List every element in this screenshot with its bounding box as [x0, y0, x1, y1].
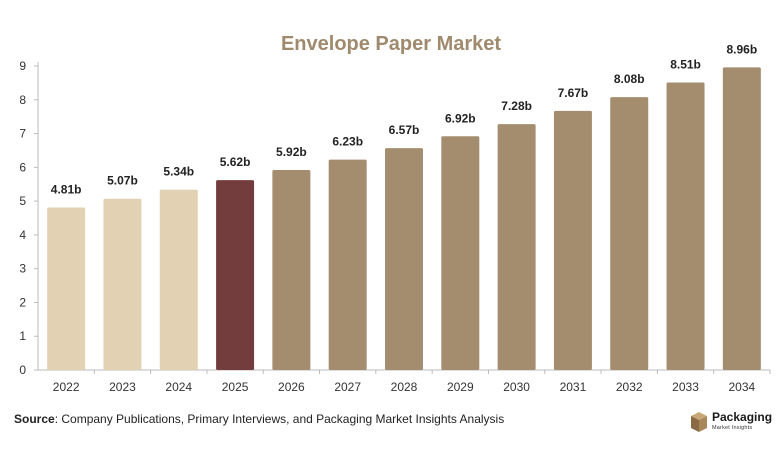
y-tick-label: 8 [19, 93, 26, 107]
source-label: Source [14, 412, 55, 426]
x-tick-label-2024: 2024 [165, 380, 192, 394]
data-label-2029: 6.92b [445, 111, 476, 125]
x-tick-label-2031: 2031 [560, 380, 587, 394]
data-label-2034: 8.96b [727, 42, 758, 56]
bar-2024 [159, 189, 198, 370]
x-tick-label-2023: 2023 [109, 380, 136, 394]
data-label-2031: 7.67b [558, 86, 589, 100]
y-tick-label: 3 [19, 262, 26, 276]
data-label-2024: 5.34b [163, 165, 194, 179]
y-tick-label: 2 [19, 295, 26, 309]
x-tick-label-2028: 2028 [391, 380, 418, 394]
y-tick-label: 6 [19, 160, 26, 174]
y-tick-label: 0 [19, 363, 26, 377]
data-labels: 4.81b 5.07b 5.34b 5.62b 5.92b 6.23b 6.57b 6.92b… [51, 42, 757, 196]
bar-2031 [553, 110, 592, 371]
x-tick-label-2026: 2026 [278, 380, 305, 394]
bar-2033 [666, 82, 705, 370]
bar-2026 [272, 170, 311, 370]
x-axis-ticks: 2022 2023 2024 2025 2026 2027 2028 2029 2030 2031… [53, 370, 771, 394]
bar-series [47, 67, 761, 371]
data-label-2023: 5.07b [107, 174, 138, 188]
source-note: Source: Company Publications, Primary In… [14, 412, 504, 426]
bar-2027 [328, 159, 367, 370]
y-axis-ticks: 0 1 2 3 4 5 6 7 8 9 [19, 59, 38, 377]
x-tick-label-2033: 2033 [672, 380, 699, 394]
y-tick-label: 4 [19, 228, 26, 242]
bar-2023 [103, 198, 142, 370]
package-cube-icon [691, 412, 707, 432]
x-tick-label-2025: 2025 [222, 380, 249, 394]
x-tick-label-2034: 2034 [728, 380, 755, 394]
bar-2029 [441, 136, 480, 370]
bar-2034 [722, 67, 761, 371]
data-label-2027: 6.23b [332, 135, 363, 149]
x-tick-label-2032: 2032 [616, 380, 643, 394]
data-label-2030: 7.28b [501, 99, 532, 113]
y-tick-label: 1 [19, 329, 26, 343]
bar-chart: 4.81b 5.07b 5.34b 5.62b 5.92b 6.23b 6.57b 6.92b… [19, 42, 771, 394]
data-label-2026: 5.92b [276, 145, 307, 159]
company-logo: Packaging Market Insights [690, 408, 773, 438]
logo-brand: Packaging [712, 410, 773, 424]
bar-2022 [47, 207, 86, 370]
logo-tagline: Market Insights [712, 425, 753, 431]
data-label-2033: 8.51b [670, 58, 701, 72]
y-tick-label: 9 [19, 59, 26, 73]
data-label-2022: 4.81b [51, 183, 82, 197]
x-tick-label-2027: 2027 [334, 380, 361, 394]
data-label-2025: 5.62b [220, 155, 251, 169]
y-tick-label: 5 [19, 194, 26, 208]
x-tick-label-2030: 2030 [503, 380, 530, 394]
y-tick-label: 7 [19, 127, 26, 141]
x-tick-label-2029: 2029 [447, 380, 474, 394]
data-label-2028: 6.57b [389, 123, 420, 137]
source-text: : Company Publications, Primary Intervie… [54, 412, 505, 426]
chart-title: Envelope Paper Market [280, 33, 502, 55]
bar-2028 [385, 148, 423, 370]
bar-2030 [497, 124, 536, 370]
data-label-2032: 8.08b [614, 72, 645, 86]
bar-2032 [610, 97, 649, 370]
bar-2025 [216, 180, 255, 370]
x-tick-label-2022: 2022 [53, 380, 80, 394]
